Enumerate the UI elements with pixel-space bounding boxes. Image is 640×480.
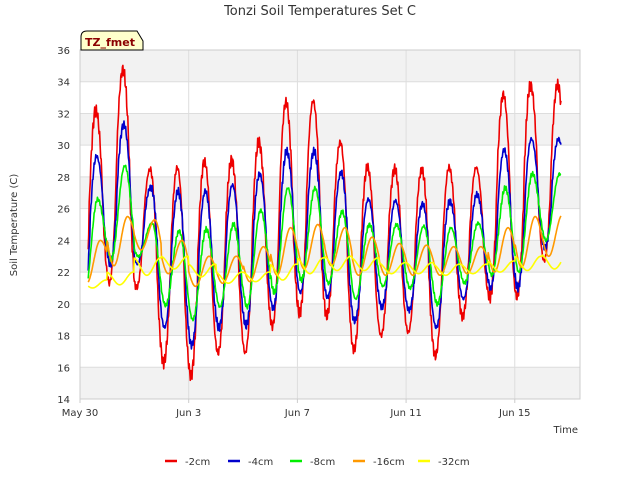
legend-item: -8cm — [290, 457, 335, 468]
y-tick-label: 28 — [57, 173, 70, 184]
grid-band — [80, 240, 580, 273]
y-tick-label: 34 — [57, 78, 70, 89]
legend-label: -16cm — [373, 457, 405, 468]
y-tick-label: 14 — [57, 395, 70, 406]
legend-label: -2cm — [185, 457, 210, 468]
plot-frame — [79, 49, 581, 400]
y-tick-label: 22 — [57, 268, 70, 279]
legend-label: -8cm — [310, 457, 335, 468]
y-axis-ticks: 14 16 18 20 22 24 26 28 30 32 34 36 — [57, 46, 70, 406]
badge-label: TZ_fmet — [85, 36, 135, 49]
x-axis-ticks: May 30 Jun 3 Jun 7 Jun 11 Jun 15 — [62, 399, 531, 419]
x-axis-label: Time — [553, 425, 578, 436]
series-line-minus-8cm — [87, 164, 562, 322]
legend-label: -4cm — [248, 457, 273, 468]
chart-title: Tonzi Soil Temperatures Set C — [223, 4, 416, 19]
legend-item: -32cm — [418, 457, 470, 468]
series-line-minus-4cm — [87, 120, 562, 350]
y-tick-label: 20 — [57, 300, 70, 311]
legend-label: -32cm — [438, 457, 470, 468]
x-tick-label: Jun 15 — [498, 408, 531, 419]
y-axis-label: Soil Temperature (C) — [9, 174, 20, 277]
y-tick-label: 16 — [57, 363, 70, 374]
x-tick-label: May 30 — [62, 408, 99, 419]
series-line-minus-32cm — [87, 254, 562, 289]
legend: -2cm -4cm -8cm -16cm -32cm — [165, 457, 470, 468]
y-tick-label: 30 — [57, 141, 70, 152]
plot-area — [79, 49, 581, 400]
legend-item: -2cm — [165, 457, 210, 468]
grid-band — [80, 303, 580, 336]
x-tick-label: Jun 11 — [389, 408, 422, 419]
grid-band — [80, 113, 580, 146]
tz-fmet-badge: TZ_fmet — [80, 30, 144, 51]
legend-item: -16cm — [353, 457, 405, 468]
y-tick-label: 24 — [57, 236, 70, 247]
series-lines — [87, 64, 562, 382]
legend-item: -4cm — [228, 457, 273, 468]
y-tick-label: 36 — [57, 46, 70, 57]
y-tick-label: 18 — [57, 332, 70, 343]
series-line-minus-16cm — [87, 215, 562, 288]
grid-band — [80, 50, 580, 82]
grid-band — [80, 367, 580, 399]
x-tick-label: Jun 7 — [284, 408, 310, 419]
y-tick-label: 32 — [57, 109, 70, 120]
y-tick-label: 26 — [57, 205, 70, 216]
x-tick-label: Jun 3 — [175, 408, 201, 419]
